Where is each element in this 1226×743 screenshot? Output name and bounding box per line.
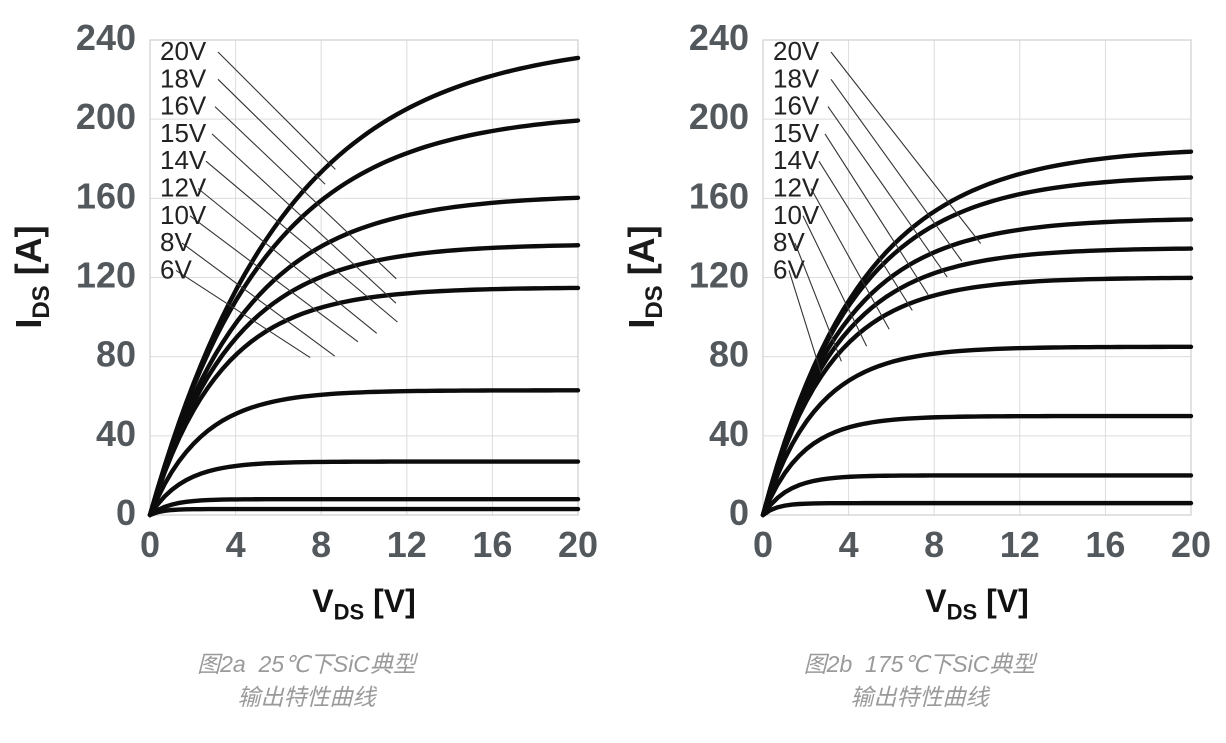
svg-text:4: 4 bbox=[839, 524, 859, 565]
svg-text:40: 40 bbox=[709, 413, 749, 454]
svg-text:12: 12 bbox=[387, 524, 427, 565]
svg-text:120: 120 bbox=[689, 255, 749, 296]
svg-text:8V: 8V bbox=[160, 227, 192, 257]
svg-text:20V: 20V bbox=[160, 36, 207, 66]
svg-text:8V: 8V bbox=[773, 227, 805, 257]
svg-text:12V: 12V bbox=[773, 173, 820, 203]
svg-text:6V: 6V bbox=[160, 254, 192, 284]
svg-text:12: 12 bbox=[1000, 524, 1040, 565]
svg-text:14V: 14V bbox=[773, 145, 820, 175]
svg-text:14V: 14V bbox=[160, 145, 207, 175]
svg-text:16: 16 bbox=[472, 524, 512, 565]
svg-text:80: 80 bbox=[709, 334, 749, 375]
svg-text:4: 4 bbox=[226, 524, 246, 565]
svg-text:160: 160 bbox=[689, 175, 749, 216]
svg-text:8: 8 bbox=[311, 524, 331, 565]
svg-text:6V: 6V bbox=[773, 254, 805, 284]
svg-text:0: 0 bbox=[140, 524, 160, 565]
svg-text:120: 120 bbox=[76, 255, 136, 296]
svg-text:0: 0 bbox=[753, 524, 773, 565]
svg-text:0: 0 bbox=[729, 492, 749, 533]
svg-text:240: 240 bbox=[76, 17, 136, 58]
svg-text:16V: 16V bbox=[773, 91, 820, 121]
svg-text:15V: 15V bbox=[160, 118, 207, 148]
svg-text:20V: 20V bbox=[773, 36, 820, 66]
svg-text:15V: 15V bbox=[773, 118, 820, 148]
svg-text:200: 200 bbox=[689, 96, 749, 137]
svg-text:18V: 18V bbox=[160, 63, 207, 93]
svg-text:10V: 10V bbox=[773, 200, 820, 230]
svg-text:12V: 12V bbox=[160, 173, 207, 203]
svg-text:0: 0 bbox=[116, 492, 136, 533]
svg-text:10V: 10V bbox=[160, 200, 207, 230]
svg-text:20: 20 bbox=[558, 524, 598, 565]
svg-text:240: 240 bbox=[689, 17, 749, 58]
svg-text:16: 16 bbox=[1085, 524, 1125, 565]
svg-text:18V: 18V bbox=[773, 63, 820, 93]
svg-text:20: 20 bbox=[1171, 524, 1211, 565]
svg-text:200: 200 bbox=[76, 96, 136, 137]
svg-text:40: 40 bbox=[96, 413, 136, 454]
svg-text:8: 8 bbox=[924, 524, 944, 565]
svg-text:80: 80 bbox=[96, 334, 136, 375]
svg-text:16V: 16V bbox=[160, 91, 207, 121]
svg-text:160: 160 bbox=[76, 175, 136, 216]
